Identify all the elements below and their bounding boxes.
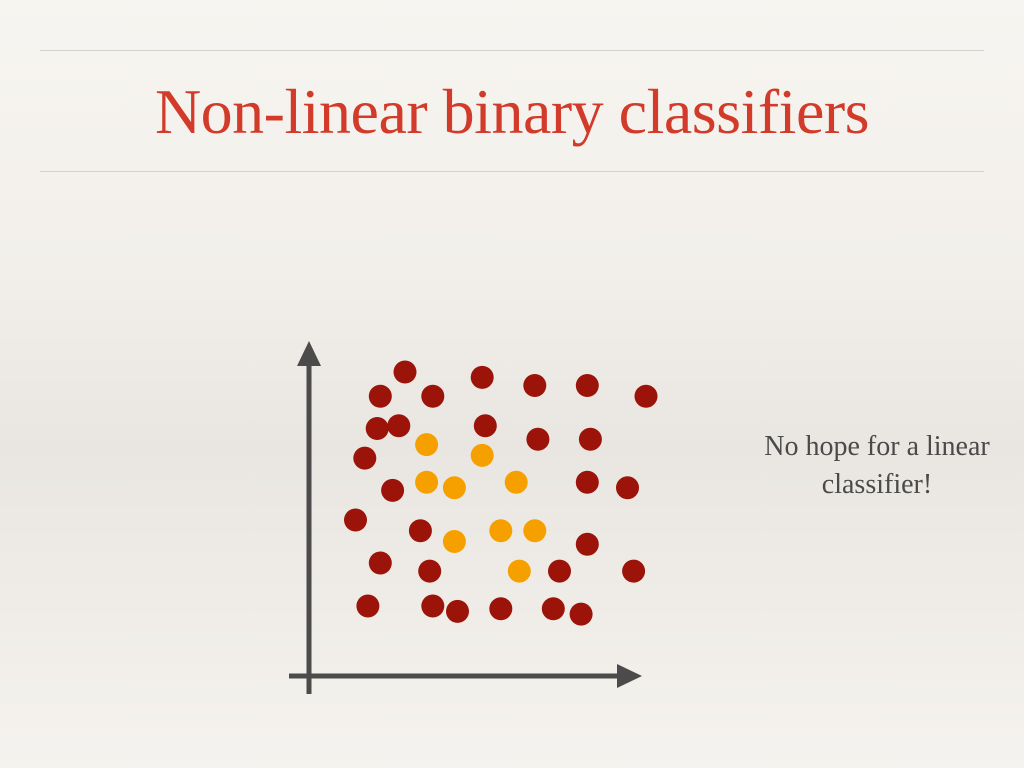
outer-class-point: [578, 427, 602, 451]
inner-class-point: [504, 470, 528, 494]
outer-class-point: [418, 559, 442, 583]
outer-class-point: [616, 476, 639, 500]
outer-class-point: [634, 384, 658, 408]
outer-class-point: [356, 594, 380, 618]
outer-class-point: [387, 414, 411, 438]
outer-class-point: [393, 360, 417, 384]
outer-class-point: [408, 519, 432, 543]
inner-class-point: [415, 470, 439, 494]
outer-class-point: [470, 365, 494, 389]
outer-class-point: [526, 427, 550, 451]
outer-class-point: [353, 446, 377, 470]
x-axis-arrow: [617, 664, 642, 688]
outer-class-point: [421, 594, 445, 618]
y-axis-arrow: [297, 341, 321, 366]
outer-class-point: [473, 414, 497, 438]
axes: [289, 341, 642, 694]
outer-class-point: [575, 470, 599, 494]
inner-class-point: [507, 559, 531, 583]
outer-class-point: [523, 374, 547, 397]
bottom-divider: [40, 171, 984, 172]
data-points: [344, 360, 658, 626]
outer-class-point: [368, 551, 392, 575]
outer-class-point: [381, 478, 405, 502]
outer-class-point: [365, 417, 389, 440]
outer-class-point: [575, 374, 599, 397]
outer-class-point: [541, 597, 565, 621]
outer-class-point: [548, 559, 571, 583]
inner-class-point: [415, 433, 439, 457]
outer-class-point: [622, 559, 646, 583]
inner-class-point: [489, 519, 513, 543]
outer-class-point: [421, 384, 445, 408]
inner-class-point: [442, 476, 466, 500]
inner-class-point: [470, 443, 494, 467]
outer-class-point: [368, 384, 392, 408]
inner-class-point: [523, 519, 547, 543]
top-divider: [40, 50, 984, 51]
outer-class-point: [344, 508, 367, 532]
outer-class-point: [575, 532, 599, 556]
slide-title: Non-linear binary classifiers: [154, 76, 870, 147]
annotation-text: No hope for a linear classifier!: [764, 431, 990, 500]
outer-class-point: [569, 602, 593, 626]
outer-class-point: [489, 597, 513, 621]
outer-class-point: [446, 599, 469, 623]
inner-class-point: [442, 530, 466, 553]
